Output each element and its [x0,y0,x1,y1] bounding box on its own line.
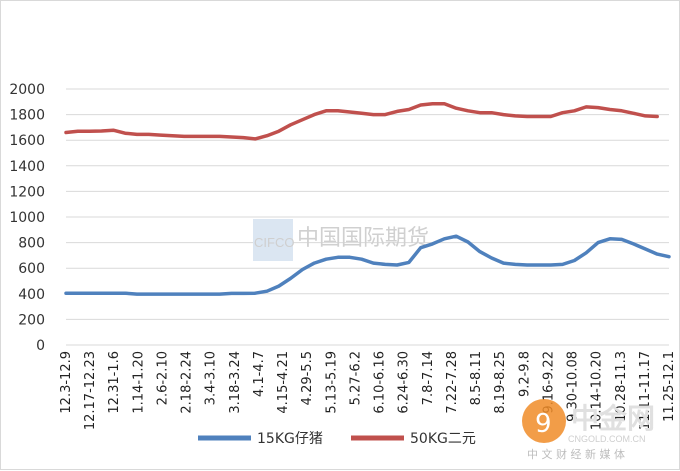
x-axis-ticks: 12.3-12.9 12.17-12.23 12.31-1.6 1.14-1.20 2.… [59,351,677,430]
legend-label-50kg: 50KG二元 [410,431,476,447]
x-tick-label-8: 4.1-4.7 [252,351,267,397]
y-tick-label-0: 0 [36,338,45,354]
cngold-tagline-text: 中 文 财 经 新 媒 体 [527,447,625,461]
x-tick-label-13: 6.10-6.16 [373,351,388,414]
x-tick-label-24: 11.11-11.17 [638,351,653,430]
y-tick-label-1800: 1800 [9,108,45,124]
y-tick-label-1200: 1200 [9,184,45,200]
series-line-0 [64,234,671,296]
x-tick-label-10: 4.29-5.5 [300,351,315,405]
series-lines [64,101,671,296]
cngold-brand-text: 中金网 [571,402,655,435]
x-tick-label-22: 10.14-10.20 [590,351,605,430]
y-tick-label-400: 400 [18,287,45,303]
x-tick-label-15: 7.8-7.14 [421,351,436,405]
x-tick-label-23: 10.28-11.3 [614,351,629,422]
y-tick-label-800: 800 [18,236,45,252]
x-tick-label-3: 1.14-1.20 [131,351,146,414]
cngold-watermark: 9 中金网 CNGOLD.COM.CN 中 文 财 经 新 媒 体 [522,399,655,461]
x-tick-label-12: 5.27-6.2 [348,351,363,405]
x-tick-label-7: 3.18-3.24 [228,351,243,414]
x-tick-label-6: 3.4-3.10 [204,351,219,405]
y-tick-label-1400: 1400 [9,159,45,175]
x-tick-label-19: 9.2-9.8 [517,351,532,397]
x-tick-label-5: 2.18-2.24 [180,351,195,414]
x-tick-label-9: 4.15-4.21 [276,351,291,414]
gridlines [66,88,669,346]
x-tick-label-11: 5.13-5.19 [324,351,339,414]
legend-label-15kg: 15KG仔猪 [257,431,323,447]
x-tick-label-2: 12.31-1.6 [107,351,122,414]
cifco-brand-text: 中国国际期货 [297,226,429,251]
legend: 15KG仔猪 50KG二元 [198,431,476,447]
cngold-domain-text: CNGOLD.COM.CN [568,434,646,444]
x-tick-label-16: 7.22-7.28 [445,351,460,414]
series-line-1 [64,101,659,141]
x-tick-label-17: 8.5-8.11 [469,351,484,405]
y-tick-label-600: 600 [18,261,45,277]
x-tick-label-18: 8.19-8.25 [493,351,508,414]
x-tick-label-0: 12.3-12.9 [59,351,74,414]
x-tick-label-25: 11.25-12.1 [662,351,677,422]
x-tick-label-14: 6.24-6.30 [397,351,412,414]
x-tick-label-4: 2.6-2.10 [155,351,170,405]
y-axis-ticks: 0 200 400 600 800 1000 1200 1400 1600 1800 2000 [9,82,45,354]
cifco-prefix-text: CIFCO [254,235,294,250]
cngold-logo-glyph: 9 [535,409,552,439]
y-tick-label-2000: 2000 [9,82,45,98]
y-tick-label-1000: 1000 [9,210,45,226]
x-tick-label-1: 12.17-12.23 [83,351,98,430]
x-tick-label-21: 9.30-10.08 [566,351,581,422]
y-tick-label-1600: 1600 [9,133,45,149]
cngold-logo-icon [522,399,566,443]
x-tick-label-20: 9.16-9.22 [541,351,556,414]
y-tick-label-200: 200 [18,312,45,328]
cifco-watermark: CIFCO 中国国际期货 [253,219,429,261]
cifco-logo-mark [253,219,293,261]
